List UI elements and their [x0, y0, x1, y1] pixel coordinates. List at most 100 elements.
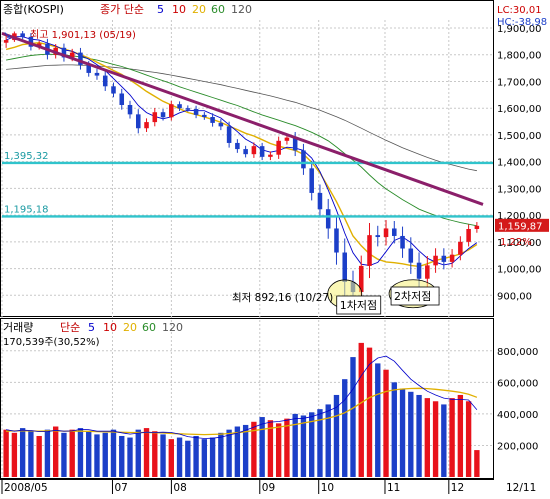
candle-body: [325, 209, 331, 229]
volume-bar: [19, 428, 26, 477]
volume-bar: [28, 431, 34, 477]
trendline-group: [1, 31, 484, 206]
volume-bar: [176, 437, 183, 477]
volume-bar: [391, 382, 397, 477]
volume-bars: [3, 342, 480, 477]
candle-body: [317, 192, 323, 210]
volume-bar: [218, 432, 224, 477]
volume-bar: [77, 428, 84, 477]
volume-ma20-line: [6, 387, 478, 436]
candle-body: [28, 36, 34, 47]
volume-bar: [449, 398, 455, 477]
candle-body: [169, 104, 174, 118]
candle-body: [160, 112, 166, 118]
candle-body: [119, 93, 125, 105]
candle-body: [94, 72, 100, 76]
candle-body: [268, 154, 273, 157]
volume-bar: [160, 434, 166, 477]
hc-readout: HC:-38,98: [497, 17, 547, 28]
volume-bar: [333, 394, 340, 477]
volume-bar: [383, 369, 389, 477]
price-tick-label: 900,00: [497, 291, 532, 302]
candle-body: [102, 75, 108, 87]
candle-body: [458, 241, 463, 255]
volume-bar: [185, 440, 191, 477]
ma10-label: 10: [172, 3, 186, 16]
volume-bar: [432, 401, 439, 477]
x-axis: 2008/05 07 08 09 10 11 12 12/11: [1, 479, 536, 494]
candle-body: [61, 47, 67, 58]
arrow-glyph: ↘: [3, 30, 11, 41]
volume-bar: [242, 424, 249, 477]
volume-bar: [292, 413, 298, 477]
trendline: [1, 31, 484, 206]
bottom2-label-box: [390, 286, 440, 306]
volume-bar: [94, 434, 100, 477]
candle-body: [400, 235, 405, 249]
candle-body: [383, 228, 389, 238]
volume-ma-prefix: 단순: [60, 321, 80, 334]
candle-body: [408, 248, 414, 263]
current-price-pct: 1,22%: [500, 237, 532, 248]
candle-body: [185, 108, 191, 110]
lc-readout: LC:30,01: [497, 5, 542, 16]
vma60-label: 60: [142, 321, 156, 334]
volume-tick-label: 800,000: [497, 347, 538, 358]
volume-bar: [474, 450, 480, 477]
volume-bar: [119, 435, 125, 477]
volume-bar: [350, 357, 356, 477]
volume-bar: [110, 429, 117, 477]
price-tick-label: 1,100,00: [497, 238, 542, 249]
volume-bar: [143, 428, 150, 477]
candle-body: [309, 168, 314, 193]
ma-prefix-label: 종가 단순: [100, 3, 144, 16]
volume-bar: [441, 404, 447, 477]
ma5-line: [5, 36, 478, 266]
vma120-label: 120: [162, 321, 183, 334]
vma10-label: 10: [103, 321, 117, 334]
volume-tick-label: 200,000: [497, 441, 538, 452]
vma5-label: 5: [88, 321, 95, 334]
candle-body: [127, 104, 133, 115]
date-readout: 12/11: [506, 482, 536, 494]
volume-bar: [358, 342, 364, 477]
volume-tick-label: 600,000: [497, 378, 538, 389]
candle-body: [251, 146, 257, 155]
volume-bar: [168, 439, 174, 477]
candle-body: [416, 262, 422, 279]
candle-body: [342, 252, 348, 282]
candle-body: [3, 40, 9, 43]
low-annotation: 최저 892,16 (10/27): [232, 292, 333, 304]
candle-body: [392, 228, 397, 236]
volume-bar: [275, 423, 282, 477]
volume-bar: [3, 429, 9, 477]
month-label: 11: [387, 482, 400, 494]
volume-bar: [309, 412, 315, 477]
candle-body: [69, 52, 75, 58]
ma120-line: [6, 64, 477, 172]
candle-body: [259, 146, 265, 157]
vma20-label: 20: [123, 321, 137, 334]
volume-tick-label: 400,000: [497, 410, 538, 421]
bottom2-label: 2차저점: [394, 290, 431, 303]
candle-body: [177, 104, 182, 109]
volume-bar: [11, 432, 18, 477]
volume-bar: [44, 429, 51, 477]
candle-body: [433, 255, 438, 266]
price-tick-label: 1,000,00: [497, 265, 542, 276]
candle-body: [111, 86, 116, 94]
month-label: 12: [451, 482, 464, 494]
bottom-ovals: 1차저점 2차저점: [327, 279, 440, 315]
volume-bar: [342, 379, 348, 477]
candle-body: [466, 229, 471, 242]
ma20-line: [5, 41, 478, 268]
volume-last-value: 170,539주(30,52%): [3, 337, 100, 348]
volume-bar: [135, 429, 141, 477]
candle-body: [292, 137, 298, 151]
candle-body: [375, 235, 381, 238]
current-price-box: [495, 218, 549, 232]
bottom1-label-box: [336, 295, 382, 315]
support-line-label: 1,195,18: [4, 204, 49, 215]
volume-bar: [234, 426, 241, 477]
